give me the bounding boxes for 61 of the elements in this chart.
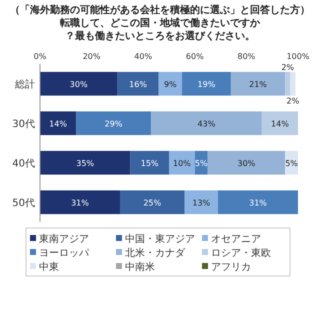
- data-label: 29%: [104, 119, 123, 128]
- bar: [76, 111, 151, 136]
- data-label: 14%: [271, 119, 290, 128]
- x-tick-label: 0%: [34, 52, 47, 61]
- legend-label: ロシア・東欧: [211, 247, 271, 259]
- data-label: 30%: [70, 80, 88, 89]
- bar: [285, 72, 290, 96]
- legend-label: ヨーロッパ: [39, 248, 90, 259]
- data-label: 2%: [286, 96, 300, 106]
- y-tick-label: 30代: [12, 118, 35, 130]
- bar: [40, 190, 120, 214]
- bar: [40, 111, 76, 136]
- bar: [117, 72, 159, 96]
- bar: [130, 150, 169, 175]
- bar: [182, 72, 231, 96]
- bar: [262, 111, 298, 136]
- legend-label: 中東: [39, 261, 59, 273]
- x-tick-label: 60%: [186, 52, 204, 61]
- data-label: 2%: [281, 62, 294, 72]
- y-tick-label: 総計: [14, 78, 35, 90]
- x-tick-label: 20%: [82, 52, 101, 61]
- bar: [40, 150, 130, 175]
- bar: [230, 72, 286, 96]
- bar: [218, 190, 298, 214]
- bar: [169, 150, 195, 175]
- data-label: 31%: [71, 198, 90, 208]
- data-label: 9%: [164, 80, 178, 89]
- data-label: 43%: [198, 119, 216, 128]
- legend-label: オセアニア: [211, 234, 261, 245]
- data-label: 31%: [249, 198, 268, 208]
- bar: [120, 190, 184, 214]
- chart-subtitle: 転職して、どこの国・地域で働きたいですか？最も働きたいところをお選びください。: [59, 17, 261, 42]
- bar: [208, 150, 286, 175]
- data-label: 5%: [194, 158, 208, 168]
- data-label: 14%: [49, 119, 68, 128]
- bar: [40, 72, 118, 96]
- y-tick-label: 50代: [12, 198, 35, 209]
- chart-title: （「海外勤務の可能性がある会社を積極的に選ぶ」と回答した方）: [10, 4, 310, 16]
- data-label: 16%: [129, 80, 148, 89]
- legend-label: 東南アジア: [39, 233, 89, 245]
- x-tick-label: 40%: [134, 52, 152, 61]
- bar: [290, 72, 296, 96]
- data-label: 19%: [198, 80, 216, 89]
- data-label: 25%: [143, 198, 162, 208]
- bar: [184, 190, 218, 214]
- data-label: 21%: [249, 80, 268, 89]
- bar: [158, 72, 182, 96]
- data-label: 15%: [140, 158, 159, 168]
- data-label: 13%: [192, 198, 211, 208]
- x-tick-label: 100%: [286, 52, 310, 61]
- legend-label: 中国・東アジア: [125, 233, 195, 245]
- data-label: 10%: [173, 158, 192, 168]
- data-label: 35%: [76, 158, 94, 168]
- legend-label: 北米・カナダ: [125, 247, 186, 259]
- legend-label: 中南米: [125, 261, 155, 273]
- bar: [150, 111, 262, 136]
- data-label: 30%: [238, 158, 256, 168]
- y-tick-label: 40代: [12, 158, 35, 170]
- data-label: 5%: [285, 158, 298, 168]
- x-tick-label: 80%: [238, 52, 256, 61]
- legend-label: アフリカ: [211, 262, 251, 273]
